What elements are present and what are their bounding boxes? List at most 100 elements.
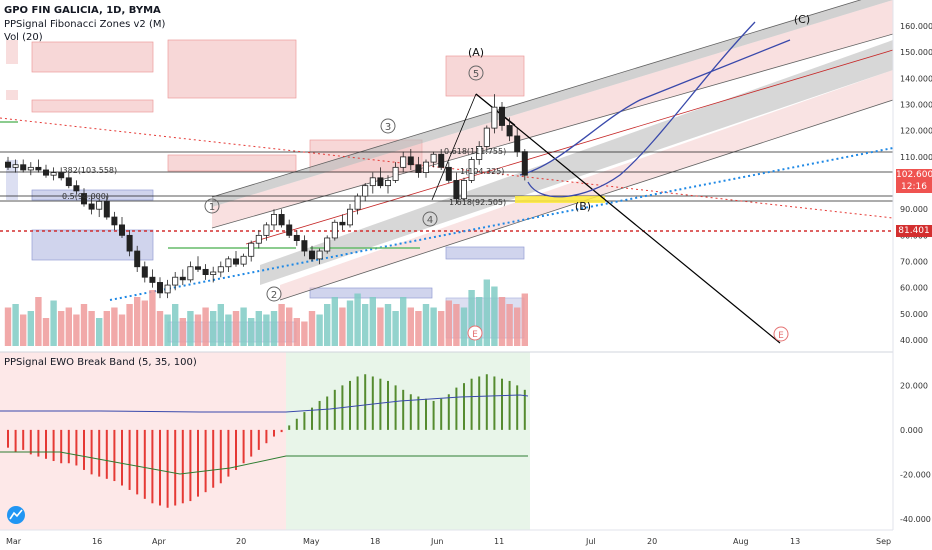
ewo-band-line bbox=[0, 451, 528, 475]
osc-tick-label: -40.000 bbox=[900, 515, 931, 524]
candle-body bbox=[255, 234, 262, 244]
candle bbox=[483, 125, 490, 152]
volume-bar bbox=[438, 311, 445, 346]
ewo-bar bbox=[364, 374, 367, 430]
indicator-fib-zones-label[interactable]: PPSignal Fibonacci Zones v2 (M) bbox=[4, 19, 166, 30]
price-tick-label: 50.000 bbox=[900, 310, 928, 319]
ewo-bar bbox=[37, 429, 40, 457]
volume-bar bbox=[141, 300, 148, 346]
candle-body bbox=[430, 153, 437, 163]
e-circle bbox=[467, 325, 483, 341]
candle-body bbox=[187, 266, 194, 281]
volume-bar bbox=[217, 304, 224, 346]
price-tick-label: 110.000 bbox=[900, 153, 932, 162]
indicator-volume-label[interactable]: Vol (20) bbox=[4, 32, 43, 43]
candle bbox=[468, 156, 475, 184]
volume-bar bbox=[491, 286, 498, 346]
time-tick-label: Mar bbox=[6, 537, 22, 546]
wave-circle bbox=[380, 118, 396, 134]
ewo-bar bbox=[166, 429, 169, 508]
candle bbox=[369, 172, 376, 194]
indicator-ewo-label[interactable]: PPSignal EWO Break Band (5, 35, 100) bbox=[4, 357, 197, 368]
candle bbox=[27, 162, 34, 176]
ewo-bar bbox=[235, 429, 237, 470]
candle-body bbox=[65, 177, 72, 187]
wave-label: 2 bbox=[271, 290, 277, 301]
supply-zone-box bbox=[6, 90, 18, 100]
e-label: E bbox=[472, 330, 478, 340]
ewo-bar bbox=[250, 429, 253, 457]
volume-bar bbox=[369, 297, 376, 346]
candle-body bbox=[232, 258, 239, 265]
volume-bar bbox=[12, 304, 19, 346]
candle-body bbox=[308, 250, 315, 260]
candle bbox=[172, 271, 179, 291]
symbol-title[interactable]: GPO FIN GALICIA, 1D, BYMA bbox=[4, 5, 161, 16]
candle bbox=[270, 209, 277, 231]
candle-body bbox=[293, 234, 300, 241]
demand-zone-box bbox=[31, 189, 154, 201]
candle bbox=[81, 188, 88, 207]
ewo-bar bbox=[22, 429, 25, 450]
candle-body bbox=[50, 172, 57, 176]
osc-tick-label: 0.000 bbox=[900, 426, 923, 435]
volume-bar bbox=[134, 297, 141, 346]
candle-body bbox=[362, 185, 369, 197]
candle bbox=[194, 256, 201, 272]
ewo-bar bbox=[432, 400, 435, 430]
ewo-bar bbox=[470, 378, 473, 430]
demand-zone-box bbox=[445, 246, 525, 260]
tradingview-logo-icon[interactable] bbox=[7, 506, 25, 524]
ewo-bar bbox=[219, 429, 222, 484]
candle-body bbox=[164, 284, 171, 294]
volume-bar bbox=[498, 297, 506, 346]
volume-bar bbox=[156, 311, 164, 346]
candle bbox=[164, 279, 171, 299]
candle bbox=[377, 167, 384, 189]
time-tick-label: 20 bbox=[236, 537, 246, 546]
ewo-bar bbox=[227, 429, 230, 477]
candle-body bbox=[58, 172, 65, 179]
time-axis[interactable]: Mar 16 Apr 20 May 18 Jun 11 Jul 20 Aug 13 Sep bbox=[6, 537, 891, 546]
ewo-bar bbox=[29, 429, 32, 455]
horizontal-levels bbox=[0, 117, 894, 301]
volume-bar bbox=[521, 293, 528, 346]
ewo-histogram bbox=[7, 374, 526, 508]
time-tick-label: 20 bbox=[647, 537, 657, 546]
supply-zone-box bbox=[6, 40, 18, 64]
volume-bar bbox=[118, 314, 126, 346]
last-price-tag: 102.600 bbox=[896, 169, 932, 181]
candle bbox=[255, 230, 262, 249]
demand-zone-box bbox=[6, 160, 18, 200]
candle-body bbox=[316, 250, 323, 260]
candle-body bbox=[521, 151, 528, 176]
candle-body bbox=[415, 164, 422, 173]
fib-labels: .382(103.558) 0.5(94.000) 0.618(111.755)… bbox=[60, 147, 506, 207]
candle-body bbox=[491, 106, 498, 129]
oscillator-axis[interactable]: 20.000 0.000 -20.000 -40.000 bbox=[900, 381, 931, 524]
candle-body bbox=[324, 237, 331, 252]
projection-curve bbox=[519, 39, 791, 176]
volume-bar bbox=[202, 307, 209, 346]
candle-body bbox=[149, 276, 156, 283]
candle-body bbox=[225, 258, 232, 268]
candle-body bbox=[498, 106, 505, 126]
candle-body bbox=[5, 161, 11, 168]
ewo-bar bbox=[189, 429, 192, 502]
candle-body bbox=[278, 214, 285, 226]
candle bbox=[149, 269, 156, 288]
ewo-bar bbox=[447, 394, 450, 430]
ewo-bar bbox=[402, 389, 405, 430]
ewo-bar bbox=[349, 380, 351, 430]
candle bbox=[301, 235, 308, 257]
ewo-bar bbox=[485, 374, 488, 430]
volume-bar bbox=[210, 311, 217, 346]
ewo-bar bbox=[387, 380, 389, 430]
volume-bar bbox=[316, 314, 323, 346]
ewo-bear-zone bbox=[0, 352, 286, 530]
ewo-bar bbox=[265, 429, 268, 444]
price-tick-label: 70.000 bbox=[900, 258, 928, 267]
ewo-bar bbox=[128, 429, 131, 490]
candle-body bbox=[194, 266, 201, 270]
